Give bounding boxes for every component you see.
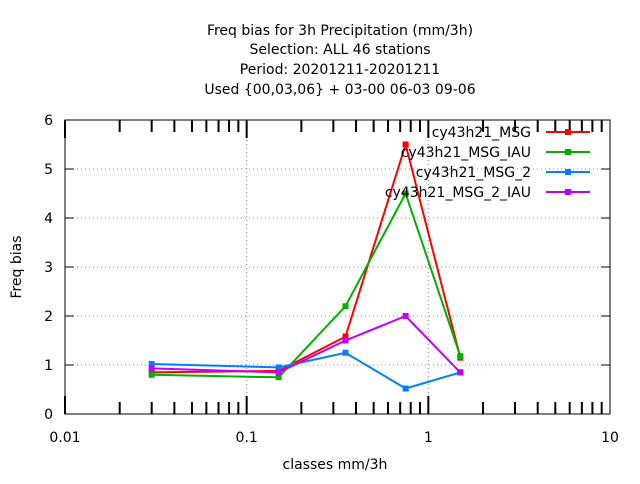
data-point [148,371,155,378]
y-tick-label: 0 [44,407,53,423]
legend-item: cy43h21_MSG_2_IAU [385,185,590,201]
data-point [342,337,349,344]
data-point [457,369,464,376]
legend: cy43h21_MSG cy43h21_MSG_IAU cy43h21_MSG_2c… [385,125,590,201]
data-point [275,364,282,371]
legend-label: cy43h21_MSG [432,125,531,141]
legend-label: cy43h21_MSG_IAU [401,145,531,161]
title-line-3: Period: 20201211-20201211 [240,62,440,78]
y-tick-label: 6 [44,113,53,129]
y-tick-label: 3 [44,260,53,276]
y-tick-label: 5 [44,162,53,178]
ticks: 0 1 2 3 4 5 6 0.01 0.1 1 10 [44,113,619,446]
series-line [151,190,462,379]
legend-swatch-point [565,129,571,135]
x-axis-label: classes mm/3h [283,457,388,473]
legend-item: cy43h21_MSG_IAU [401,145,590,161]
series [148,140,464,392]
legend-label: cy43h21_MSG_2 [416,165,531,181]
y-tick-label: 4 [44,211,53,227]
data-point [275,369,282,376]
series-4 [148,313,464,376]
series-2 [148,190,464,381]
data-point [402,141,409,148]
legend-swatch-point [565,189,571,195]
data-point [402,313,409,319]
chart-title: Freq bias for 3h Precipitation (mm/3h) S… [204,23,475,98]
data-point [457,353,464,360]
legend-item: cy43h21_MSG [432,125,590,141]
y-axis-label: Freq bias [9,235,25,298]
data-point [275,374,282,381]
y-tick-label: 2 [44,309,53,325]
data-point [342,333,349,340]
data-point [402,190,409,197]
title-line-4: Used {00,03,06} + 03-00 06-03 09-06 [204,82,475,98]
data-point [148,361,155,368]
x-tick-label: 10 [601,430,619,446]
y-tick-label: 1 [44,358,53,374]
x-tick-label: 0.1 [236,430,258,446]
data-point [342,303,349,310]
legend-swatch-point [565,169,571,175]
plot-frame [64,119,611,415]
series-line [151,140,462,374]
x-tick-label: 0.01 [49,430,80,446]
title-line-2: Selection: ALL 46 stations [249,42,430,58]
legend-label: cy43h21_MSG_2_IAU [385,185,531,201]
x-tick-label: 1 [424,430,433,446]
data-point [148,365,155,372]
legend-item: cy43h21_MSG_2 [416,165,590,181]
title-line-1: Freq bias for 3h Precipitation (mm/3h) [207,23,473,39]
series-line [151,314,462,374]
data-point [342,349,349,356]
data-point [402,385,409,392]
legend-swatch-point [565,149,571,155]
